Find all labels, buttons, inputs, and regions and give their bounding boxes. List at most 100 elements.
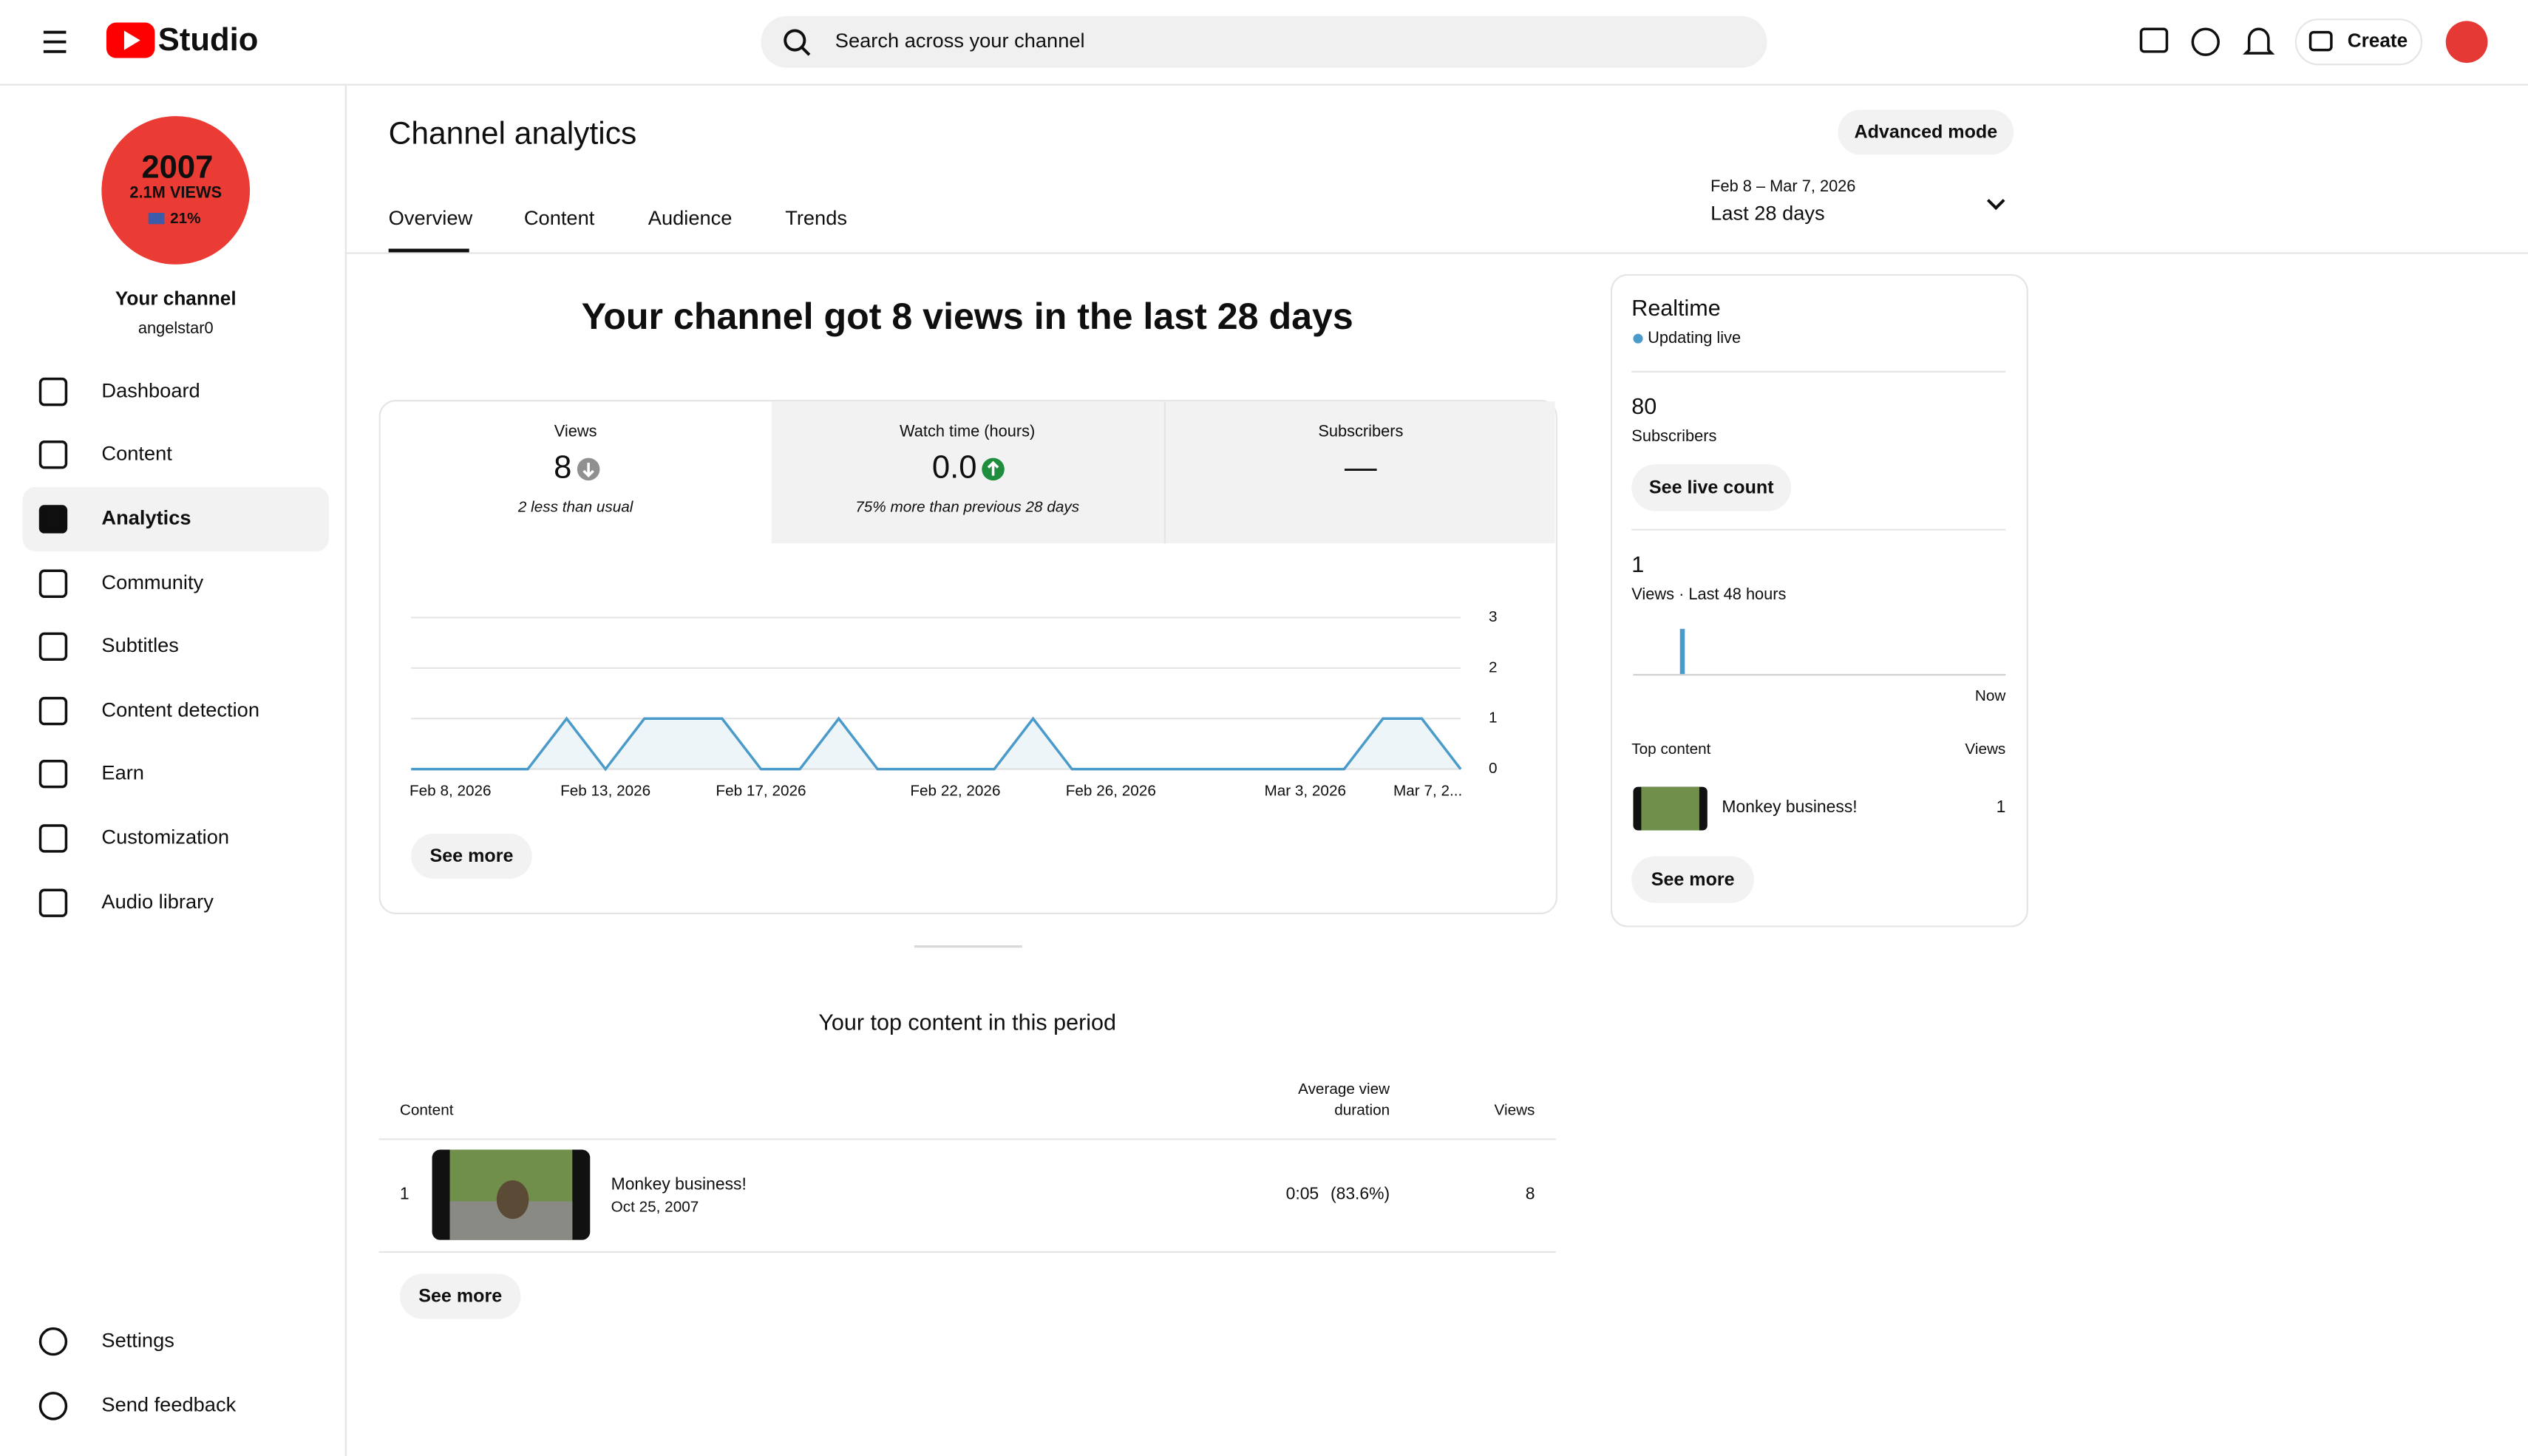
see-more-button[interactable]: See more [1631, 856, 1755, 903]
nav-label: Dashboard [101, 378, 200, 401]
nav-label: Subtitles [101, 633, 179, 656]
nav-item[interactable]: Customization [38, 824, 230, 853]
y-tick-label: 3 [1489, 608, 1498, 625]
column-header: Views [1965, 741, 2005, 758]
search-icon [801, 46, 811, 56]
views: 8 [1526, 1184, 1535, 1203]
date-picker[interactable]: Feb 8 – Mar 7, 2026 Last 28 days [1710, 177, 2005, 225]
advanced-mode-button[interactable]: Advanced mode [1838, 109, 2014, 155]
button-label: Advanced mode [1855, 122, 1998, 143]
see-more-button[interactable]: See more [399, 1273, 521, 1319]
nav-label: Settings [101, 1328, 174, 1351]
metric-label: Views [554, 421, 597, 440]
see-more-button[interactable]: See more [411, 833, 532, 879]
nav-item[interactable]: Send feedback [38, 1392, 237, 1421]
nav-item[interactable]: Analytics [22, 486, 329, 552]
search-bg [761, 16, 1767, 68]
button-bg [1631, 464, 1792, 511]
metric-tab[interactable]: Views 8 2 less than usual [517, 421, 634, 515]
tab[interactable]: Overview [389, 206, 473, 229]
nav-icon [38, 505, 68, 534]
nav-icon [38, 569, 68, 598]
trend-arrow [582, 463, 594, 478]
help-icon[interactable] [2191, 27, 2220, 56]
column-header: Content [400, 1102, 454, 1119]
live-status: Updating live [1648, 328, 1741, 347]
x-tick-label: Mar 7, 2... [1393, 783, 1462, 800]
nav-icon [38, 888, 68, 917]
metric-tab-bg [771, 401, 1555, 544]
column-header: Average view [1298, 1081, 1390, 1098]
video-title: Monkey business! [611, 1174, 747, 1194]
tab[interactable]: Content [524, 206, 595, 229]
subscriber-count: 80 [1631, 394, 1657, 419]
headline: Your channel got 8 views in the last 28 … [582, 296, 1353, 337]
button-label: See more [430, 846, 514, 866]
nav-item[interactable]: Settings [38, 1327, 174, 1356]
nav-item[interactable]: Content detection [38, 696, 259, 726]
x-tick-label: Feb 26, 2026 [1066, 783, 1156, 800]
notification-icon[interactable] [2243, 27, 2275, 55]
line [411, 716, 1462, 772]
nav-label: Community [101, 571, 203, 593]
nav-label: Audio library [101, 890, 214, 913]
subscriber-label: Subscribers [1631, 426, 1716, 445]
chevron [1986, 199, 2005, 211]
button-label: See more [1651, 869, 1735, 890]
avatar-flag [148, 212, 165, 225]
button-label: See live count [1649, 477, 1774, 498]
metric-note: 75% more than previous 28 days [855, 499, 1079, 516]
button-label: See more [418, 1286, 502, 1307]
account-avatar[interactable] [2445, 21, 2488, 64]
views: 1 [1997, 797, 2006, 816]
nav-icon [38, 377, 68, 406]
metric-tab[interactable]: Subscribers — [1318, 421, 1403, 485]
nav-label: Send feedback [101, 1393, 236, 1416]
button-bg [411, 833, 532, 879]
metric-tab[interactable]: Watch time (hours) 0.0 75% more than previ… [855, 421, 1079, 515]
section-title: Your top content in this period [818, 1010, 1116, 1035]
search-placeholder: Search across your channel [835, 29, 1085, 52]
percent: (83.6%) [1331, 1184, 1390, 1203]
search-icon [784, 29, 806, 52]
nav-icon [38, 824, 68, 853]
column-header: Views [1495, 1102, 1535, 1119]
video-date: Oct 25, 2007 [611, 1198, 699, 1215]
nav-item[interactable]: Subtitles [38, 632, 179, 661]
tab[interactable]: Trends [785, 206, 847, 229]
x-tick-label: Mar 3, 2026 [1264, 783, 1346, 800]
x-tick-label: Feb 8, 2026 [410, 783, 492, 800]
top-content-item[interactable]: Monkey business! 1 [1633, 786, 2006, 831]
see-live-count-button[interactable]: See live count [1631, 464, 1792, 511]
y-tick-label: 2 [1489, 659, 1498, 676]
nav-icon [38, 1327, 68, 1356]
nav-item[interactable]: Content [38, 440, 173, 469]
views-count: 1 [1631, 552, 1644, 577]
axis-label: Now [1975, 687, 2006, 704]
create-label: Create [2348, 30, 2408, 52]
metric-note: 2 less than usual [517, 499, 634, 516]
avatar-text: 2007 [141, 150, 213, 186]
metric-value: 0.0 [932, 449, 977, 485]
page-title: Channel analytics [389, 115, 637, 151]
card-title: Realtime [1631, 296, 1720, 321]
nav-icon [38, 632, 68, 661]
channel-handle: angelstar0 [138, 319, 214, 337]
nav-item[interactable]: Community [38, 569, 204, 598]
channel-avatar[interactable] [101, 116, 251, 265]
rank: 1 [400, 1184, 410, 1203]
tab[interactable]: Audience [648, 206, 733, 229]
realtime-card [1610, 273, 2028, 928]
create-button[interactable]: Create [2294, 18, 2423, 66]
feedback-icon[interactable] [2139, 27, 2169, 53]
button-bg [399, 1273, 521, 1319]
area [411, 718, 1461, 769]
x-tick-label: Feb 13, 2026 [560, 783, 650, 800]
content-row[interactable]: 1 Monkey business! Oct 25, 2007 0:05 (83.6%)… [400, 1149, 1535, 1240]
nav-item[interactable]: Dashboard [38, 377, 200, 406]
nav-item[interactable]: Audio library [38, 888, 214, 917]
nav-item[interactable]: Earn [38, 759, 144, 789]
search-box[interactable]: Search across your channel [761, 16, 1767, 68]
